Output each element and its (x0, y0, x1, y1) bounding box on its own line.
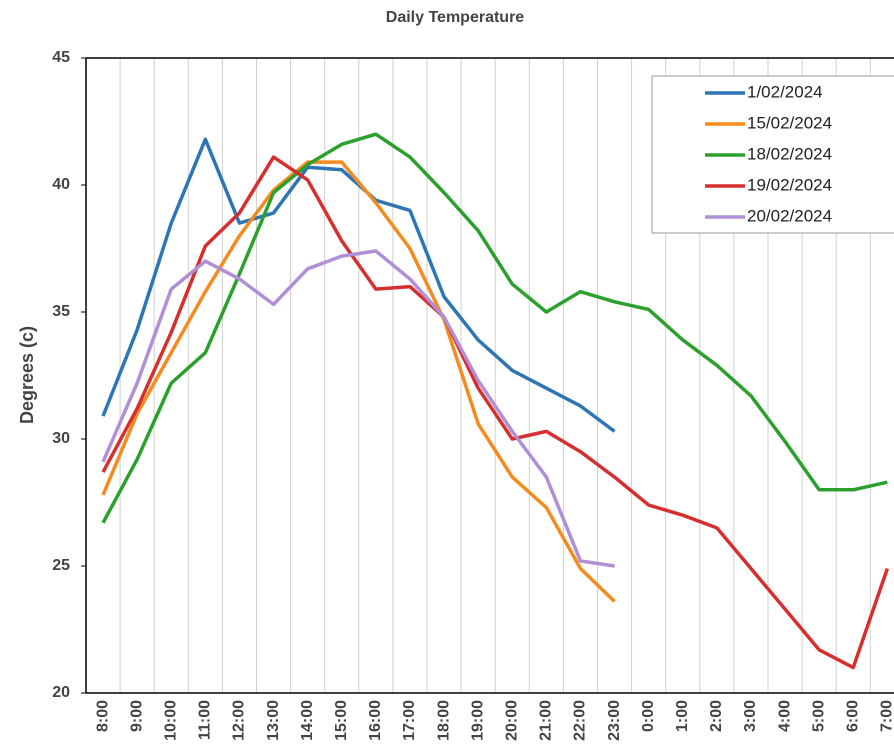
legend-label: 15/02/2024 (747, 113, 832, 132)
legend-label: 1/02/2024 (747, 82, 823, 101)
x-tick-label: 21:00 (538, 700, 555, 741)
series-line (101, 132, 888, 524)
x-tick-label: 7:00 (879, 700, 894, 732)
x-tick-label: 1:00 (674, 700, 691, 732)
x-tick-label: 10:00 (162, 700, 179, 741)
y-tick-label: 20 (52, 684, 70, 701)
series-line (101, 249, 615, 568)
x-tick-label: 19:00 (469, 700, 486, 741)
x-tick-label: 6:00 (844, 700, 861, 732)
y-tick-label: 35 (52, 303, 70, 320)
x-tick-label: 2:00 (708, 700, 725, 732)
y-tick-label: 45 (52, 49, 70, 66)
legend-label: 18/02/2024 (747, 144, 832, 163)
x-tick-label: 11:00 (197, 700, 214, 740)
x-tick-label: 3:00 (742, 700, 759, 732)
legend-box (651, 75, 894, 234)
chart-title: Daily Temperature (386, 9, 525, 26)
x-tick-label: 0:00 (640, 700, 657, 732)
x-tick-label: 15:00 (333, 700, 350, 741)
x-tick-label: 13:00 (265, 700, 282, 741)
x-tick-label: 8:00 (94, 700, 111, 732)
legend-label: 19/02/2024 (747, 175, 832, 194)
legend-label: 20/02/2024 (747, 206, 832, 225)
x-tick-label: 17:00 (401, 700, 418, 741)
x-tick-label: 5:00 (810, 700, 827, 732)
x-tick-label: 14:00 (299, 700, 316, 741)
x-tick-label: 22:00 (572, 700, 589, 741)
y-tick-label: 30 (52, 430, 70, 447)
x-tick-label: 9:00 (128, 700, 145, 732)
x-tick-label: 18:00 (435, 700, 452, 741)
series-line (101, 160, 616, 603)
x-tick-label: 16:00 (367, 700, 384, 741)
y-tick-label: 40 (52, 176, 70, 193)
x-tick-label: 23:00 (606, 700, 623, 741)
x-tick-label: 20:00 (503, 700, 520, 741)
x-tick-label: 12:00 (231, 700, 248, 741)
series-line (101, 155, 890, 670)
x-tick-label: 4:00 (776, 700, 793, 732)
y-tick-label: 25 (52, 557, 70, 574)
y-axis-label: Degrees (c) (17, 326, 37, 424)
